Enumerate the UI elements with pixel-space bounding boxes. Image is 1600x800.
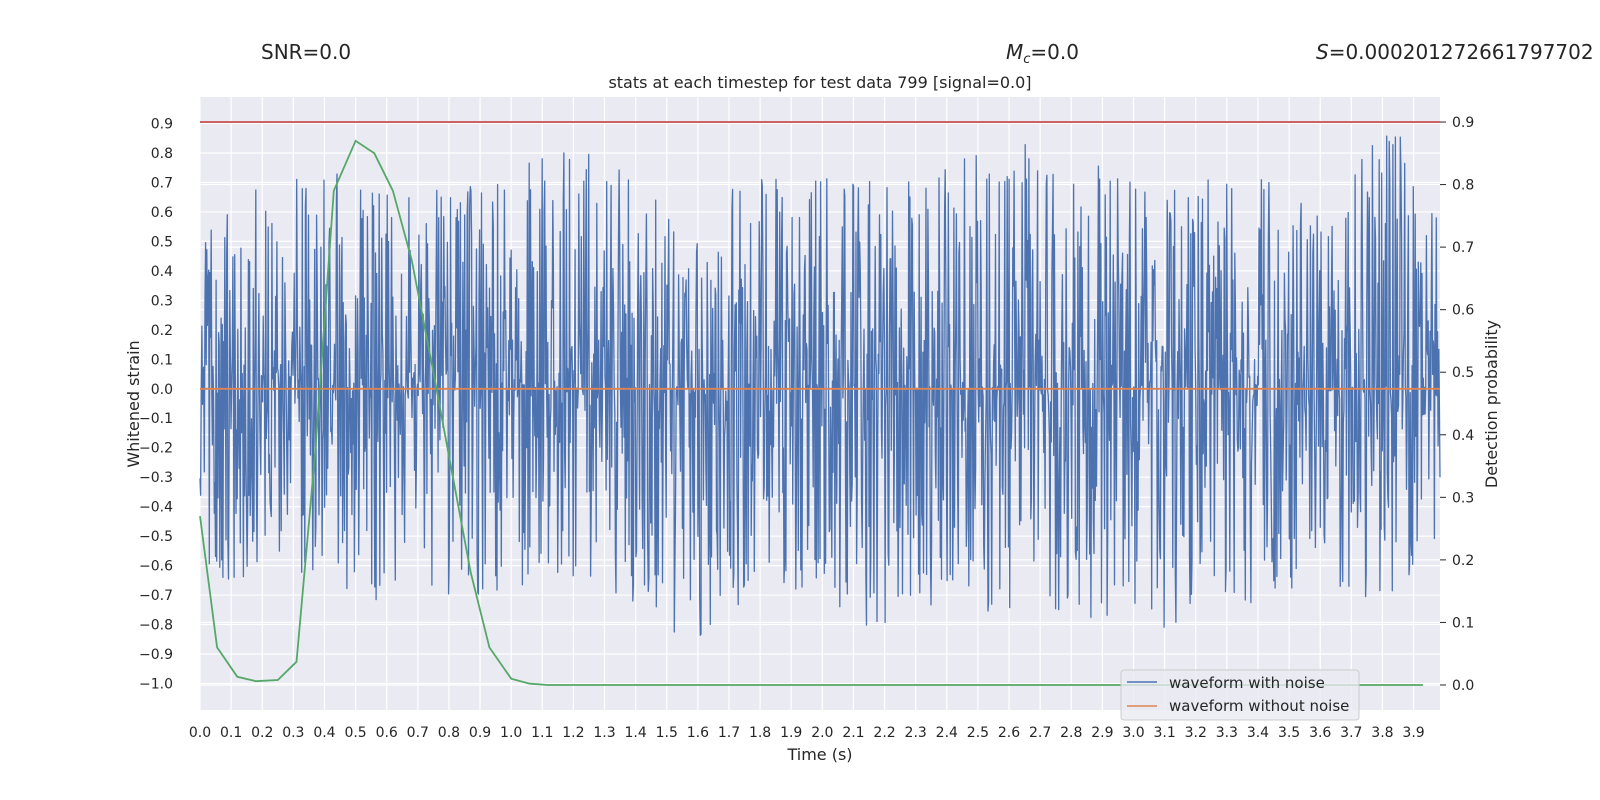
x-tick-label: 0.0 [189, 725, 211, 741]
y-tick-label: −0.8 [139, 618, 173, 634]
x-tick-label: 2.3 [905, 725, 927, 741]
x-tick-label: 0.3 [282, 725, 304, 741]
x-tick-label: 2.1 [842, 725, 864, 741]
y-axis-label: Whitened strain [124, 340, 143, 467]
chart-title: stats at each timestep for test data 799… [608, 73, 1031, 92]
y-tick-label: −0.5 [139, 529, 173, 545]
y2-tick-label: 0.7 [1452, 240, 1474, 256]
x-tick-label: 0.2 [251, 725, 273, 741]
y2-tick-label: 0.4 [1452, 428, 1474, 444]
y-tick-label: −0.9 [139, 647, 173, 663]
s-statistic-symbol: S [1316, 40, 1329, 64]
y-tick-label: −0.7 [139, 588, 173, 604]
chirp-mass-subscript: c [1023, 52, 1031, 67]
x-axis-label: Time (s) [786, 745, 852, 764]
x-tick-label: 0.8 [438, 725, 460, 741]
x-tick-label: 0.4 [313, 725, 335, 741]
series-detection-probability [199, 139, 1423, 686]
y-tick-label: 0.0 [151, 382, 173, 398]
x-tick-label: 1.4 [625, 725, 647, 741]
x-tick-label: 2.9 [1091, 725, 1113, 741]
x-tick-label: 3.0 [1122, 725, 1144, 741]
legend-label-noise: waveform with noise [1169, 674, 1325, 692]
y2-tick-label: 0.9 [1452, 115, 1474, 131]
chirp-mass-value: =0.0 [1030, 40, 1079, 64]
y-tick-label: 0.9 [151, 117, 173, 133]
y-tick-label: −0.6 [139, 559, 173, 575]
y2-axis-label: Detection probability [1482, 320, 1501, 488]
x-tick-label: 1.1 [531, 725, 553, 741]
x-tick-label: 1.6 [687, 725, 709, 741]
x-tick-label: 0.9 [469, 725, 491, 741]
x-tick-label: 3.4 [1247, 725, 1269, 741]
chirp-mass-header: Mc=0.0 [1006, 40, 1079, 67]
x-tick-label: 0.7 [407, 725, 429, 741]
y-tick-label: 0.8 [151, 146, 173, 162]
snr-header: SNR=0.0 [261, 40, 352, 64]
chirp-mass-symbol: M [1006, 40, 1024, 64]
y-tick-label: 0.7 [151, 175, 173, 191]
x-tick-label: 3.8 [1371, 725, 1393, 741]
x-tick-label: 2.0 [811, 725, 833, 741]
axes: 0.0 0.1 0.2 0.3 0.4 0.5 0.6 0.7 0.8 0.9 1.0 1.1 1.2 1… [139, 115, 1474, 741]
x-tick-label: 2.2 [873, 725, 895, 741]
y-tick-label: −0.2 [139, 441, 173, 457]
x-tick-label: 1.5 [656, 725, 678, 741]
s-statistic-header: S=0.000201272661797702 [1316, 40, 1594, 64]
series-layer [199, 121, 1441, 686]
y2-tick-label: 0.8 [1452, 178, 1474, 194]
legend: waveform with noise waveform without noi… [1120, 669, 1360, 721]
x-tick-label: 1.8 [749, 725, 771, 741]
x-tick-label: 3.1 [1153, 725, 1175, 741]
x-tick-label: 1.7 [718, 725, 740, 741]
x-tick-label: 1.3 [593, 725, 615, 741]
y-tick-label: 0.3 [151, 293, 173, 309]
y-tick-label: 0.5 [151, 234, 173, 250]
y-tick-label: 0.2 [151, 323, 173, 339]
y-tick-label: −0.3 [139, 470, 173, 486]
x-tick-label: 0.6 [376, 725, 398, 741]
x-tick-label: 0.5 [344, 725, 366, 741]
y-tick-label: −1.0 [139, 676, 173, 692]
y2-tick-label: 0.3 [1452, 490, 1474, 506]
y2-tick-label: 0.2 [1452, 553, 1474, 569]
x-tick-label: 1.9 [780, 725, 802, 741]
y2-tick-label: 0.0 [1452, 678, 1474, 694]
legend-label-clean: waveform without noise [1169, 697, 1349, 715]
y2-tick-label: 0.5 [1452, 365, 1474, 381]
x-tick-label: 3.3 [1216, 725, 1238, 741]
x-tick-label: 1.0 [500, 725, 522, 741]
x-tick-label: 1.2 [562, 725, 584, 741]
y2-tick-label: 0.6 [1452, 303, 1474, 319]
y-tick-label: 0.4 [151, 264, 173, 280]
x-tick-label: 2.7 [1029, 725, 1051, 741]
x-tick-label: 3.2 [1185, 725, 1207, 741]
y-tick-label: 0.6 [151, 205, 173, 221]
x-tick-label: 3.5 [1278, 725, 1300, 741]
x-tick-label: 2.8 [1060, 725, 1082, 741]
series-waveform-with-noise [199, 135, 1441, 636]
x-tick-label: 3.6 [1309, 725, 1331, 741]
x-tick-label: 2.5 [967, 725, 989, 741]
s-statistic-value: =0.000201272661797702 [1328, 40, 1594, 64]
y2-tick-label: 0.1 [1452, 615, 1474, 631]
x-tick-label: 0.1 [220, 725, 242, 741]
x-tick-label: 2.6 [998, 725, 1020, 741]
legend-box [1120, 669, 1360, 721]
y-tick-label: −0.1 [139, 411, 173, 427]
x-tick-label: 3.7 [1340, 725, 1362, 741]
x-tick-label: 2.4 [936, 725, 958, 741]
y-tick-label: −0.4 [139, 500, 173, 516]
y-tick-label: 0.1 [151, 352, 173, 368]
x-tick-label: 3.9 [1402, 725, 1424, 741]
